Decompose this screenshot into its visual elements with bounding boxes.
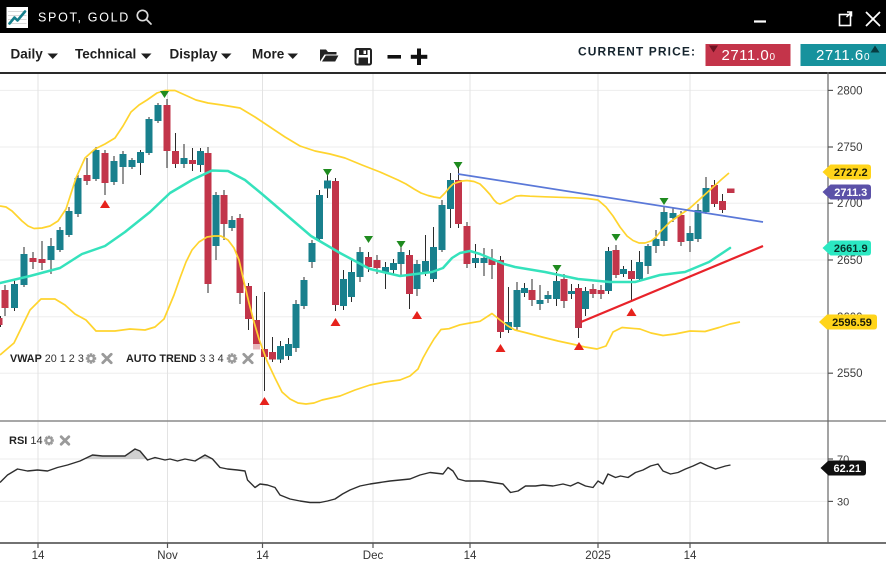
svg-text:14: 14 <box>32 550 45 562</box>
svg-text:VWAP 20 1 2 3: VWAP 20 1 2 3 <box>10 353 84 365</box>
svg-text:14: 14 <box>464 550 477 562</box>
svg-text:2550: 2550 <box>837 368 863 380</box>
svg-text:AUTO TREND 3 3 4: AUTO TREND 3 3 4 <box>126 353 224 365</box>
svg-text:2700: 2700 <box>837 198 863 210</box>
svg-text:2711.0: 2711.0 <box>722 47 770 64</box>
svg-text:Technical: Technical <box>75 47 136 62</box>
svg-text:Display: Display <box>170 47 219 62</box>
svg-text:2800: 2800 <box>837 85 863 97</box>
svg-text:Daily: Daily <box>11 47 44 62</box>
svg-text:CURRENT PRICE:: CURRENT PRICE: <box>578 45 696 59</box>
svg-text:62.21: 62.21 <box>833 463 861 475</box>
svg-text:Dec: Dec <box>363 550 384 562</box>
svg-text:2711.6: 2711.6 <box>816 47 864 64</box>
svg-text:RSI 14: RSI 14 <box>9 435 43 447</box>
svg-text:SPOT, GOLD: SPOT, GOLD <box>38 11 130 25</box>
svg-text:2661.9: 2661.9 <box>834 243 868 255</box>
svg-text:2750: 2750 <box>837 142 863 154</box>
svg-text:14: 14 <box>256 550 269 562</box>
svg-text:2727.2: 2727.2 <box>834 167 868 179</box>
svg-text:30: 30 <box>837 496 849 508</box>
svg-text:Nov: Nov <box>157 550 178 562</box>
svg-text:2650: 2650 <box>837 255 863 267</box>
svg-text:14: 14 <box>684 550 697 562</box>
svg-text:0: 0 <box>864 52 870 63</box>
svg-text:2711.3: 2711.3 <box>834 187 867 199</box>
svg-text:2025: 2025 <box>585 550 611 562</box>
svg-text:2596.59: 2596.59 <box>832 317 872 329</box>
svg-text:More: More <box>252 47 285 62</box>
svg-text:0: 0 <box>770 52 776 63</box>
